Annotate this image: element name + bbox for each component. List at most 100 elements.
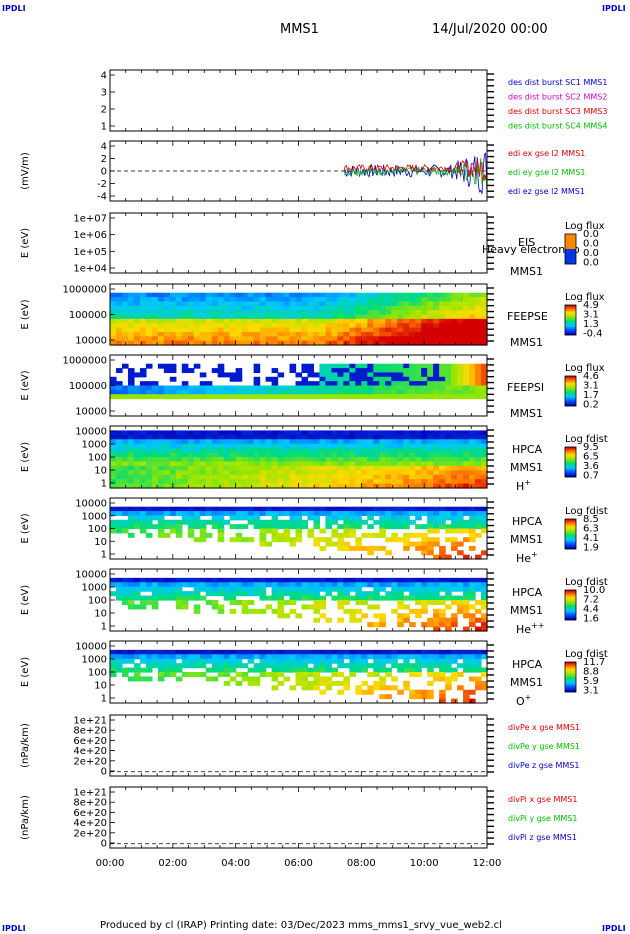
panel-7-cell <box>337 532 344 538</box>
colorbar-cell <box>565 319 576 321</box>
panel-4-cell <box>187 336 195 342</box>
panel-4-cell <box>259 310 267 316</box>
panel-9-cell <box>241 654 249 660</box>
panel-9-cell <box>115 658 123 664</box>
panel-6-cell <box>187 434 195 440</box>
panel-9-cell <box>439 676 446 682</box>
panel-9-cell <box>313 649 321 655</box>
panel-6-cell <box>187 439 195 445</box>
panel-4-cell <box>325 314 333 320</box>
colorbar-cell <box>565 543 576 545</box>
panel-9-cell <box>469 667 476 673</box>
panel-9-cell <box>259 658 267 664</box>
panel-5-cell <box>319 385 327 391</box>
colorbar-cell <box>565 252 576 254</box>
panel-4-cell <box>217 340 225 346</box>
panel-8-cell <box>127 600 135 606</box>
panel-6-cell <box>301 465 309 471</box>
panel-9-cell <box>367 663 374 669</box>
panel-6-cell <box>475 457 482 463</box>
panel-5-cell <box>427 368 434 374</box>
panel-8-cell <box>253 582 261 588</box>
panel-7-cell <box>229 537 237 543</box>
panel-6-cell <box>289 474 297 480</box>
panel-7-cell <box>379 528 386 534</box>
panel-5-cell <box>427 394 434 400</box>
panel-9-cell <box>439 658 446 664</box>
panel-8-cell <box>379 577 386 583</box>
panel-4-cell <box>199 314 207 320</box>
panel-4-cell <box>199 297 207 303</box>
panel-9-cell <box>319 658 327 664</box>
panel-4-cell <box>295 331 303 337</box>
panel-7-cell <box>409 532 416 538</box>
panel-4-cell <box>121 318 129 324</box>
panel-6-cell <box>175 465 183 471</box>
panel-5-cell <box>181 394 189 400</box>
panel-6-cell <box>259 483 267 489</box>
panel-6-cell <box>127 434 135 440</box>
panel-7-cell <box>337 506 344 512</box>
panel-4-cell <box>421 292 428 298</box>
panel-8-cell <box>121 582 129 588</box>
colorbar-cell <box>565 532 576 534</box>
panel-6-cell <box>349 474 356 480</box>
panel-4-cell <box>367 340 374 346</box>
panel-9-cell <box>391 676 398 682</box>
panel-4-cell <box>409 318 416 324</box>
panel-6-cell <box>259 470 267 476</box>
panel-4-cell <box>307 292 315 298</box>
y-tick-label: 4e+20 <box>73 746 107 757</box>
panel-11-frame <box>109 786 488 849</box>
panel-6-cell <box>379 439 386 445</box>
panel-4-cell <box>331 297 338 303</box>
panel-6-cell <box>115 443 123 449</box>
panel-4-cell <box>301 331 309 337</box>
panel-4-cell <box>217 331 225 337</box>
panel-6-cell <box>145 479 153 485</box>
panel-4-cell <box>199 310 207 316</box>
panel-8-cell <box>349 582 356 588</box>
colorbar-cell <box>565 450 576 452</box>
panel-4-cell <box>253 292 261 298</box>
panel-6-cell <box>181 465 189 471</box>
panel-4-cell <box>151 318 159 324</box>
panel-6-cell <box>433 479 440 485</box>
panel-5-cell <box>307 394 315 400</box>
panel-9-cell <box>457 672 464 678</box>
colorbar-tick: 0.2 <box>583 400 599 411</box>
panel-4-cell <box>199 323 207 329</box>
panel-9-cell <box>385 667 392 673</box>
panel-9-cell <box>175 676 183 682</box>
panel-4-cell <box>307 297 315 303</box>
panel-7-cell <box>379 519 386 525</box>
panel-4-cell <box>319 301 327 307</box>
colorbar-cell <box>565 242 576 244</box>
colorbar-cell <box>565 240 576 242</box>
panel-8-cell <box>157 586 165 592</box>
panel-6-cell <box>409 479 416 485</box>
panel-8-cell <box>295 613 303 619</box>
panel-6-cell <box>223 474 231 480</box>
y-axis-label: E (eV) <box>20 370 31 400</box>
panel-7-cell <box>271 528 279 534</box>
panel-9-cell <box>193 654 201 660</box>
panel-5-cell <box>331 368 338 374</box>
panel-4-cell <box>110 305 117 311</box>
panel-6-cell <box>181 430 189 436</box>
panel-9-cell <box>433 663 440 669</box>
colorbar-cell <box>565 262 576 264</box>
panel-8-cell <box>110 591 117 597</box>
colorbar-frame <box>564 518 577 550</box>
panel-8-cell <box>439 622 446 628</box>
panel-4-cell <box>301 327 309 333</box>
panel-8-cell <box>229 591 237 597</box>
panel-6-cell <box>235 479 243 485</box>
panel-4-cell <box>181 327 189 333</box>
panel-8-cell <box>313 604 321 610</box>
panel-4-cell <box>265 301 273 307</box>
colorbar-cell <box>565 384 576 386</box>
panel-8-cell <box>463 595 470 601</box>
panel-9-cell <box>391 658 398 664</box>
panel-6-cell <box>319 470 327 476</box>
